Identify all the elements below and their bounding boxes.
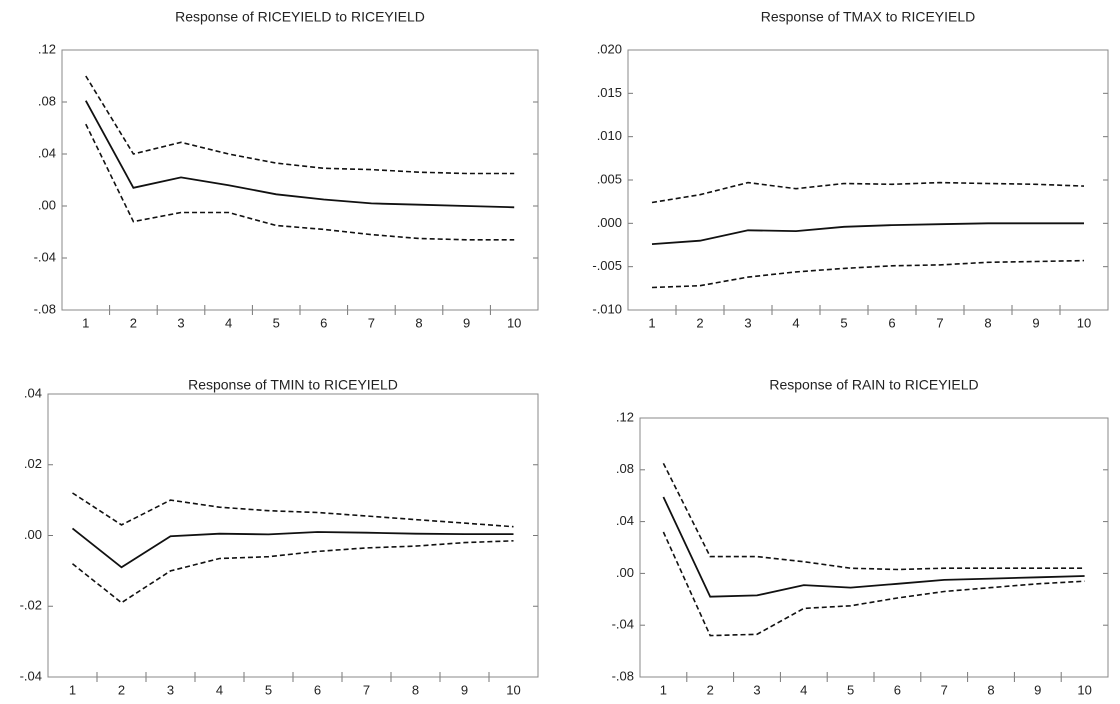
- y-tick-label: -.04: [612, 617, 634, 632]
- line-series: [651, 222, 1084, 245]
- x-tick-label: 10: [1077, 315, 1091, 330]
- x-tick-label: 3: [167, 682, 174, 697]
- x-tick-label: 8: [412, 682, 419, 697]
- x-tick-label: 9: [1032, 315, 1039, 330]
- x-tick-label: 10: [1077, 682, 1091, 697]
- line-series: [85, 100, 515, 209]
- y-tick-label: .08: [38, 93, 56, 108]
- x-tick-label: 2: [130, 315, 137, 330]
- line-series: [662, 496, 1085, 598]
- line-series: [651, 181, 1085, 204]
- y-tick-label: .12: [38, 41, 56, 56]
- x-tick-label: 9: [1034, 682, 1041, 697]
- line-series: [662, 462, 1085, 571]
- x-tick-label: 5: [273, 315, 280, 330]
- y-tick-label: -.08: [34, 301, 56, 316]
- y-tick-label: -.010: [592, 301, 622, 316]
- y-tick-label: -.08: [612, 668, 634, 683]
- y-tick-label: .00: [38, 197, 56, 212]
- x-tick-label: 4: [792, 315, 799, 330]
- y-tick-label: .00: [616, 565, 634, 580]
- y-tick-label: .04: [24, 385, 42, 400]
- y-tick-label: -.04: [34, 249, 56, 264]
- x-tick-label: 6: [888, 315, 895, 330]
- line-series: [662, 531, 1085, 637]
- x-tick-label: 7: [368, 315, 375, 330]
- line-series: [85, 123, 515, 241]
- x-tick-label: 1: [69, 682, 76, 697]
- y-tick-label: .010: [597, 128, 622, 143]
- chart-title: Response of TMIN to RICEYIELD: [188, 377, 398, 393]
- x-tick-label: 6: [314, 682, 321, 697]
- x-tick-label: 10: [507, 315, 521, 330]
- x-tick-label: 7: [363, 682, 370, 697]
- y-tick-label: .015: [597, 85, 622, 100]
- x-tick-label: 8: [984, 315, 991, 330]
- y-tick-label: .000: [597, 215, 622, 230]
- x-tick-label: 4: [216, 682, 223, 697]
- x-tick-label: 1: [648, 315, 655, 330]
- x-tick-label: 2: [696, 315, 703, 330]
- x-tick-label: 2: [118, 682, 125, 697]
- x-tick-label: 6: [320, 315, 327, 330]
- x-tick-label: 1: [82, 315, 89, 330]
- x-tick-label: 3: [744, 315, 751, 330]
- plot-frame: [627, 49, 1109, 311]
- y-tick-label: .005: [597, 171, 622, 186]
- x-tick-label: 6: [894, 682, 901, 697]
- y-tick-label: .08: [616, 461, 634, 476]
- y-tick-label: .00: [24, 527, 42, 542]
- plot-frame: [639, 417, 1109, 678]
- chart-title: Response of RAIN to RICEYIELD: [769, 377, 978, 393]
- y-tick-label: -.005: [592, 258, 622, 273]
- x-tick-label: 10: [506, 682, 520, 697]
- y-tick-label: -.02: [20, 598, 42, 613]
- y-tick-label: .12: [616, 409, 634, 424]
- y-tick-label: .02: [24, 456, 42, 471]
- chart-title: Response of RICEYIELD to RICEYIELD: [175, 9, 425, 25]
- x-tick-label: 7: [936, 315, 943, 330]
- x-tick-label: 5: [265, 682, 272, 697]
- x-tick-label: 1: [660, 682, 667, 697]
- x-tick-label: 3: [753, 682, 760, 697]
- x-tick-label: 9: [463, 315, 470, 330]
- y-tick-label: .020: [597, 41, 622, 56]
- y-tick-label: .04: [616, 513, 634, 528]
- x-tick-label: 5: [840, 315, 847, 330]
- line-series: [72, 540, 514, 604]
- line-series: [71, 527, 514, 569]
- y-tick-label: .04: [38, 145, 56, 160]
- x-tick-label: 4: [800, 682, 807, 697]
- x-tick-label: 2: [707, 682, 714, 697]
- x-tick-label: 8: [987, 682, 994, 697]
- x-tick-label: 8: [415, 315, 422, 330]
- x-tick-label: 5: [847, 682, 854, 697]
- line-series: [85, 75, 515, 175]
- x-tick-label: 4: [225, 315, 232, 330]
- y-tick-label: -.04: [20, 668, 42, 683]
- x-tick-label: 3: [177, 315, 184, 330]
- x-tick-label: 9: [461, 682, 468, 697]
- line-series: [72, 492, 514, 528]
- chart-title: Response of TMAX to RICEYIELD: [761, 9, 976, 25]
- plot-frame: [61, 49, 539, 311]
- line-series: [651, 259, 1085, 289]
- plot-frame: [47, 393, 539, 678]
- x-tick-label: 7: [941, 682, 948, 697]
